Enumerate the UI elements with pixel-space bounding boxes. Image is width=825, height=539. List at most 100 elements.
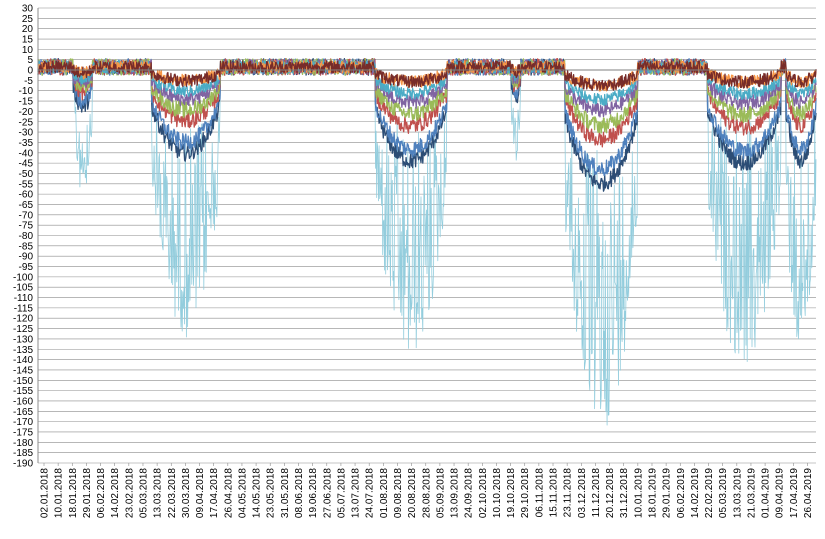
x-tick-label: 23.11.2018 [563,468,574,518]
y-tick-label: -120 [13,314,33,325]
y-tick-label: -70 [19,210,34,221]
x-tick-label: 24.07.2018 [365,468,376,518]
x-tick-label: 18.01.2018 [68,468,79,518]
x-tick-label: 15.11.2018 [549,468,560,518]
x-tick-label: 22.03.2018 [167,468,178,518]
y-tick-label: -5 [24,76,33,87]
y-tick-label: -15 [19,97,34,108]
y-tick-label: -60 [19,190,34,201]
y-tick-label: -165 [13,407,33,418]
y-tick-label: 30 [22,4,34,15]
x-tick-label: 31.05.2018 [280,468,291,518]
y-tick-label: -30 [19,128,34,139]
x-tick-label: 23.05.2018 [266,468,277,518]
y-tick-label: -95 [19,262,34,273]
y-tick-label: -140 [13,355,33,366]
x-tick-label: 29.10.2018 [520,468,531,518]
x-tick-labels: 02.01.2018 10.01.2018 18.01.2018 29.01.2018… [40,468,815,518]
y-tick-label: 5 [27,55,33,66]
x-tick-label: 05.09.2018 [435,468,446,518]
x-tick-label: 17.04.2018 [209,468,220,518]
x-tick-label: 29.01.2018 [82,468,93,518]
x-tick-label: 05.07.2018 [336,468,347,518]
x-tick-label: 17.04.2019 [789,468,800,518]
y-tick-label: -170 [13,417,33,428]
x-tick-label: 09.08.2018 [393,468,404,518]
y-tick-label: -130 [13,334,33,345]
y-tick-label: -90 [19,252,34,263]
y-tick-label: -160 [13,396,33,407]
x-tick-label: 14.02.2018 [110,468,121,518]
x-tick-label: 10.01.2019 [633,468,644,518]
y-tick-label: -35 [19,138,34,149]
x-tick-label: 28.08.2018 [421,468,432,518]
y-tick-label: -25 [19,117,34,128]
y-tick-label: -45 [19,159,34,170]
y-tick-label: -55 [19,179,34,190]
axes [37,8,816,466]
x-tick-label: 20.08.2018 [407,468,418,518]
x-tick-label: 18.01.2019 [648,468,659,518]
x-tick-label: 06.11.2018 [534,468,545,518]
x-tick-label: 14.05.2018 [252,468,263,518]
x-tick-label: 06.02.2019 [676,468,687,518]
x-tick-label: 08.06.2018 [294,468,305,518]
y-tick-label: -150 [13,376,33,387]
x-tick-label: 14.02.2019 [690,468,701,518]
x-tick-label: 27.06.2018 [322,468,333,518]
x-tick-label: 31.12.2018 [619,468,630,518]
y-tick-label: 15 [22,35,34,46]
x-tick-label: 19.10.2018 [506,468,517,518]
y-tick-label: -135 [13,345,33,356]
y-tick-label: -125 [13,324,33,335]
x-tick-label: 02.10.2018 [478,468,489,518]
y-tick-label: -65 [19,200,34,211]
y-tick-labels: 302520151050-5-10-15-20-25-30-35-40-45-5… [13,4,33,470]
series-lines [37,58,817,426]
y-tick-label: -110 [14,293,34,304]
x-tick-label: 24.09.2018 [464,468,475,518]
x-tick-label: 23.02.2018 [124,468,135,518]
y-tick-label: -180 [13,438,33,449]
series-line [37,60,817,107]
y-tick-label: -10 [19,86,34,97]
y-tick-label: -80 [19,231,34,242]
x-tick-label: 30.03.2018 [181,468,192,518]
x-tick-label: 13.03.2019 [732,468,743,518]
x-tick-label: 10.10.2018 [492,468,503,518]
y-tick-label: -85 [19,241,34,252]
y-tick-label: -175 [13,427,33,438]
x-tick-label: 13.09.2018 [450,468,461,518]
y-tick-label: 20 [22,24,34,35]
x-tick-label: 01.04.2019 [761,468,772,518]
x-tick-label: 26.04.2018 [223,468,234,518]
x-tick-label: 19.06.2018 [308,468,319,518]
x-tick-label: 03.12.2018 [577,468,588,518]
y-tick-label: 0 [27,66,33,77]
x-tick-label: 29.01.2019 [662,468,673,518]
y-tick-label: -155 [13,386,33,397]
series-line [37,58,817,148]
y-tick-label: -75 [19,221,34,232]
y-tick-label: 25 [22,14,34,25]
x-tick-label: 22.02.2019 [704,468,715,518]
x-tick-label: 04.05.2018 [237,468,248,518]
y-tick-label: -40 [19,148,34,159]
x-tick-label: 26.04.2019 [803,468,814,518]
x-tick-label: 06.02.2018 [96,468,107,518]
x-tick-label: 05.03.2019 [718,468,729,518]
x-tick-label: 11.12.2018 [591,468,602,518]
x-tick-label: 01.08.2018 [379,468,390,518]
y-tick-label: -50 [19,169,34,180]
x-tick-label: 05.03.2018 [139,468,150,518]
y-tick-label: -115 [14,303,34,314]
series-line [37,60,817,91]
y-tick-label: -100 [13,272,33,283]
y-tick-label: -20 [19,107,34,118]
x-tick-label: 02.01.2018 [40,468,51,518]
x-tick-label: 20.12.2018 [605,468,616,518]
y-tick-label: 10 [22,45,34,56]
y-tick-label: -190 [13,459,33,470]
